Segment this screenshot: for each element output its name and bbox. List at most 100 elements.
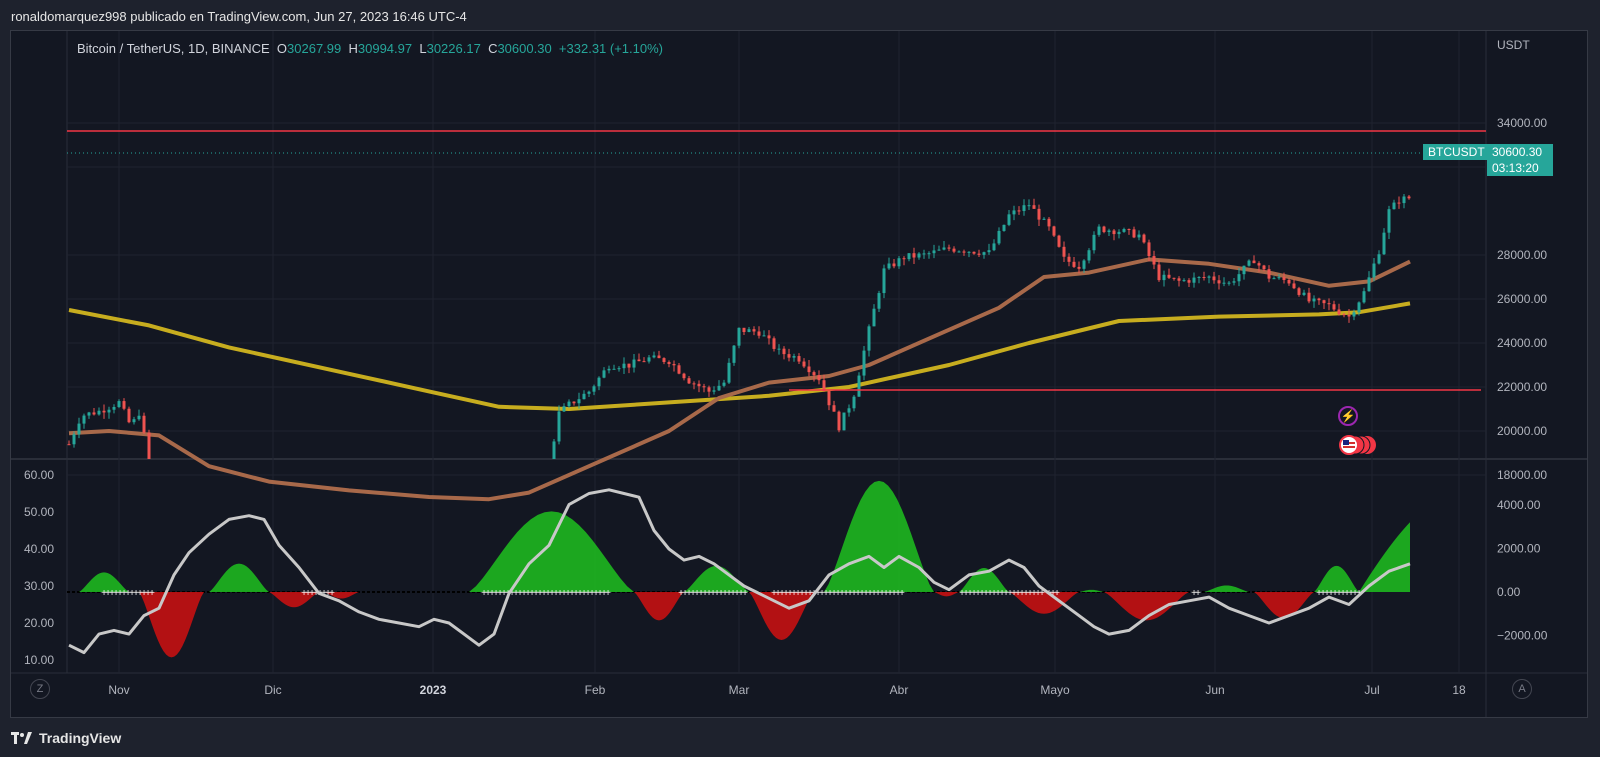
oscillator: +++++++++++++ ++++++++ +++++++++++++++++++… [67,480,1411,658]
candle-body [947,247,951,249]
lightning-icon[interactable]: ⚡ [1338,406,1358,426]
candle-body [1202,276,1206,278]
time-tick-label: Nov [108,683,129,697]
signal-marker: + [1352,588,1358,599]
candle-body [1382,232,1386,255]
candle-body [1312,298,1316,302]
candle-body [562,406,566,412]
candle-body [842,412,846,431]
candle-body [742,327,746,333]
candle-body [1277,277,1281,279]
signal-marker: + [734,588,740,599]
candle-body [1367,277,1371,292]
candle-body [812,372,816,376]
chart-frame[interactable]: + + + + + + + + + + + + + + + + + + + + + + + + + + + + + + + + + + + + + + + +… [10,30,1588,718]
symbol-tag: BTCUSDT [1423,144,1490,160]
candle-body [1132,229,1136,238]
candle-body [972,251,976,254]
candle-body [1247,260,1251,266]
candle-body [122,401,126,409]
signal-marker: + [149,588,155,599]
candle-body [127,408,131,423]
signal-marker: + [529,588,535,599]
signal-marker: + [791,588,797,599]
zoom-button[interactable]: Z [30,679,50,699]
us-flag-icon[interactable] [1338,435,1376,455]
signal-marker: + [577,588,583,599]
signal-marker: + [549,588,555,599]
candle-body [1352,312,1356,317]
signal-marker: + [125,588,131,599]
candle-body [1242,265,1246,275]
candle-body [632,359,636,368]
candle-body [897,258,901,267]
signal-marker: + [851,588,857,599]
candle-body [1292,283,1296,289]
candle-body [1267,269,1271,279]
candle-body [1177,278,1181,281]
signal-marker: + [983,588,989,599]
candle-body [657,355,661,359]
signal-marker: + [121,588,127,599]
candle-body [952,248,956,252]
candle-body [67,444,71,446]
candle-body [1337,309,1341,315]
candle-body [912,253,916,258]
candle-body [112,406,116,410]
signal-marker: + [690,588,696,599]
tradingview-logo-icon [11,732,32,744]
candle-body [82,415,86,424]
currency-label: USDT [1497,38,1530,52]
open-label: O [276,41,288,56]
candle-body [1027,205,1031,207]
signal-marker: + [1031,588,1037,599]
tradingview-logo[interactable]: TradingView [11,730,121,746]
chart-canvas[interactable]: +++++++++++++ ++++++++ +++++++++++++++++++… [11,31,1587,717]
osc-positive-area [209,563,269,592]
signal-marker: + [1003,588,1009,599]
candle-body [822,380,826,392]
candle-body [1237,274,1241,282]
candle-body [1147,242,1151,257]
osc-negative-area [1254,592,1314,619]
osc-tick-label: 0.00 [1497,585,1521,599]
candle-body [577,399,581,404]
candle-body [572,401,576,404]
candle-body [1047,218,1051,227]
signal-marker: + [141,588,147,599]
candle-body [97,410,101,415]
candle-body [1082,260,1086,269]
rsi-tick-label: 30.00 [24,579,54,593]
auto-scale-button[interactable]: A [1512,679,1532,699]
candle-body [1302,292,1306,295]
signal-marker: + [1054,588,1060,599]
change-value: +332.31 (+1.10%) [558,41,663,56]
price-tick-label: 28000.00 [1497,248,1547,262]
candle-body [102,410,106,413]
candle-body [1347,315,1351,317]
footer-brand: TradingView [39,730,122,746]
low-value: 30226.17 [426,41,481,56]
candle-body [1002,224,1006,231]
candle-body [882,268,886,294]
signal-marker: + [706,588,712,599]
signal-marker: + [807,588,813,599]
signal-marker: + [738,588,744,599]
signal-marker: + [113,588,119,599]
signal-marker: + [819,588,825,599]
signal-marker: + [545,588,551,599]
signal-marker: + [525,588,531,599]
signal-marker: + [795,588,801,599]
signal-marker: + [1023,588,1029,599]
candle-body [692,383,696,385]
candle-body [1022,205,1026,212]
time-tick-label: 18 [1452,683,1466,697]
candle-body [587,391,591,394]
candle-body [1072,261,1076,267]
osc-positive-area [824,480,934,592]
osc-negative-area [139,592,204,658]
signal-marker: + [573,588,579,599]
candle-body [1257,263,1261,266]
signal-marker: + [779,588,785,599]
axis-labels: 34000.0032000.0028000.0026000.0024000.00… [24,38,1548,697]
